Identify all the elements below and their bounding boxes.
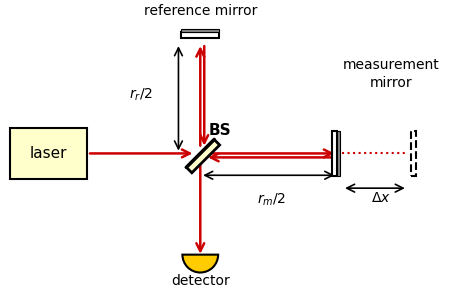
Text: BS: BS <box>208 123 231 138</box>
Text: mirror: mirror <box>370 76 412 90</box>
Wedge shape <box>182 255 218 272</box>
Text: $\Delta x$: $\Delta x$ <box>371 191 391 205</box>
Text: $r_r/2$: $r_r/2$ <box>129 87 153 103</box>
Text: measurement: measurement <box>342 58 439 72</box>
Text: laser: laser <box>30 146 67 161</box>
Bar <box>337 131 340 176</box>
Bar <box>10 128 87 179</box>
Bar <box>411 131 416 176</box>
Bar <box>332 131 337 176</box>
Polygon shape <box>186 140 219 173</box>
Text: $r_m/2$: $r_m/2$ <box>257 191 286 208</box>
Bar <box>182 32 219 38</box>
Text: reference mirror: reference mirror <box>144 4 257 19</box>
Bar <box>182 29 219 32</box>
Text: detector: detector <box>171 274 230 288</box>
